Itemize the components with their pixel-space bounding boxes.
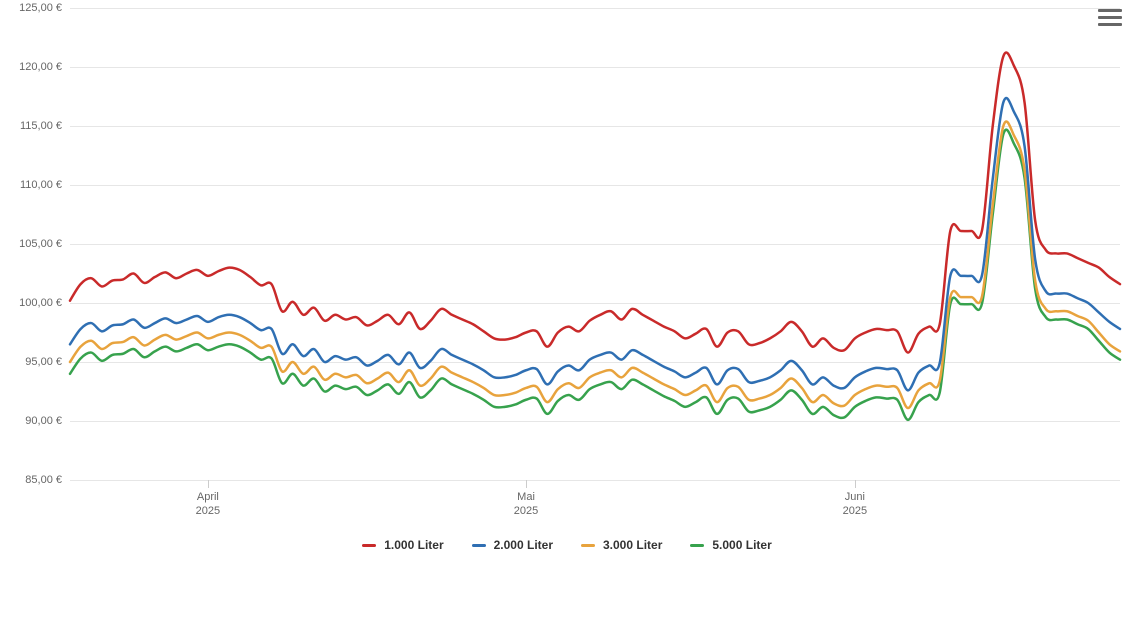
legend-label: 3.000 Liter	[603, 538, 662, 552]
x-tick-label: Mai 2025	[514, 490, 538, 518]
y-tick-label: 85,00 €	[25, 474, 62, 486]
y-tick-label: 120,00 €	[19, 61, 62, 73]
y-tick-label: 110,00 €	[20, 179, 62, 191]
y-tick-label: 100,00 €	[19, 297, 62, 309]
x-tick-label: April 2025	[196, 490, 220, 518]
legend-swatch	[690, 544, 704, 547]
y-tick-label: 125,00 €	[19, 2, 62, 14]
legend-item[interactable]: 3.000 Liter	[581, 538, 662, 552]
legend-item[interactable]: 2.000 Liter	[472, 538, 553, 552]
gridline	[70, 480, 1120, 481]
y-tick-label: 90,00 €	[25, 415, 62, 427]
legend-item[interactable]: 5.000 Liter	[690, 538, 771, 552]
y-tick-label: 95,00 €	[25, 356, 62, 368]
legend-swatch	[362, 544, 376, 547]
y-tick-label: 115,00 €	[20, 120, 62, 132]
x-tick	[208, 480, 209, 488]
series-line	[70, 122, 1120, 409]
x-tick	[526, 480, 527, 488]
plot-area	[70, 8, 1120, 481]
legend-swatch	[472, 544, 486, 547]
x-tick-label: Juni 2025	[843, 490, 867, 518]
series-line	[70, 53, 1120, 353]
chart-lines	[70, 8, 1120, 480]
y-tick-label: 105,00 €	[19, 238, 62, 250]
price-chart: 85,00 € 90,00 € 95,00 € 100,00 € 105,00 € 110…	[0, 0, 1134, 618]
legend-swatch	[581, 544, 595, 547]
x-tick	[855, 480, 856, 488]
legend-label: 2.000 Liter	[494, 538, 553, 552]
legend: 1.000 Liter 2.000 Liter 3.000 Liter 5.000 L…	[0, 538, 1134, 552]
legend-label: 1.000 Liter	[384, 538, 443, 552]
series-line	[70, 98, 1120, 390]
legend-label: 5.000 Liter	[712, 538, 771, 552]
legend-item[interactable]: 1.000 Liter	[362, 538, 443, 552]
